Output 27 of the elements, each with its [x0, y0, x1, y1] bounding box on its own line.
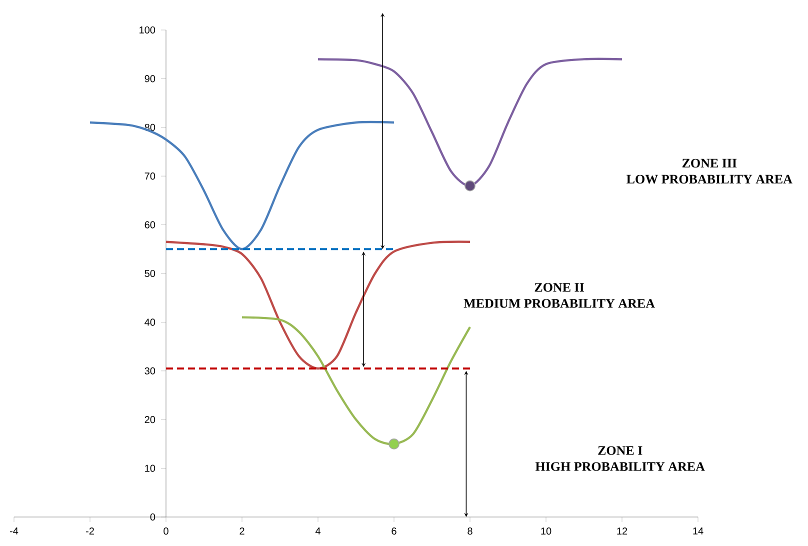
- x-tick-label: 10: [541, 528, 552, 535]
- annotation: ZONE II: [534, 283, 584, 292]
- y-tick-label: 70: [144, 172, 156, 180]
- x-tick-label: 2: [240, 528, 244, 535]
- line-series: [88, 120, 396, 250]
- x-tick-label: -4: [10, 528, 18, 534]
- y-tick-label: 20: [144, 416, 156, 424]
- annotation: HIGH PROBABILITY AREA: [535, 462, 705, 471]
- x-tick-label: 12: [617, 528, 628, 535]
- x-tick-label: 8: [468, 528, 472, 535]
- x-tick-label: 6: [392, 528, 396, 535]
- y-tick-label: 0: [150, 513, 156, 521]
- y-tick-label: 90: [144, 75, 156, 82]
- y-tick-label: 30: [144, 367, 156, 374]
- y-tick-label: 50: [144, 270, 156, 278]
- x-tick-label: 4: [315, 528, 320, 534]
- annotation: ZONE I: [598, 446, 642, 455]
- x-tick-label: -2: [86, 528, 94, 535]
- annotation: MEDIUM PROBABILITY AREA: [464, 299, 655, 308]
- annotation: ZONE III: [682, 158, 737, 168]
- x-tick-label: 14: [693, 528, 704, 534]
- y-tick-label: 60: [144, 221, 156, 228]
- y-tick-label: 10: [145, 464, 156, 472]
- x-tick-label: 0: [164, 528, 168, 535]
- y-tick-label: 40: [144, 318, 156, 326]
- annotation: LOW PROBABILITY AREA: [626, 174, 792, 184]
- y-tick-label: 100: [140, 26, 156, 34]
